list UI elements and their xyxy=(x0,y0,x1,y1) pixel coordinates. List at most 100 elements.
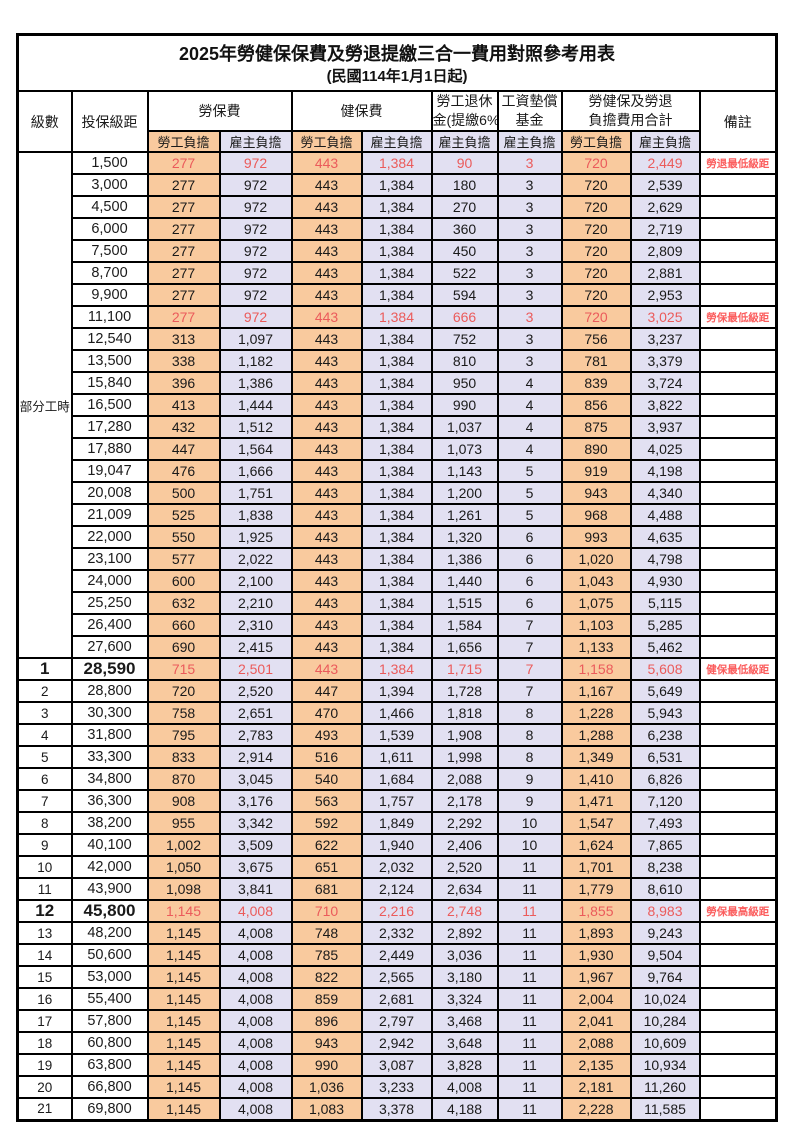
cell-total-er: 5,649 xyxy=(629,679,701,703)
cell-note xyxy=(698,459,778,483)
cell-health-er: 1,466 xyxy=(360,701,433,725)
cell-health-er: 1,539 xyxy=(360,723,433,747)
cell-total-er: 4,198 xyxy=(629,459,701,483)
cell-note xyxy=(698,393,778,417)
table-row: 8 38,200 955 3,342 592 1,849 2,292 10 1,547 7,493 xyxy=(16,811,778,835)
cell-health-emp: 443 xyxy=(290,591,363,615)
cell-note: 健保最低級距 xyxy=(698,657,778,681)
cell-note xyxy=(698,327,778,351)
cell-total-er: 2,449 xyxy=(629,151,701,175)
cell-fund-er: 3 xyxy=(496,327,563,351)
cell-health-emp: 443 xyxy=(290,525,363,549)
cell-health-emp: 1,036 xyxy=(290,1075,363,1099)
cell-fund-er: 6 xyxy=(496,547,563,571)
cell-labor-er: 1,838 xyxy=(218,503,293,527)
cell-health-er: 1,384 xyxy=(360,371,433,395)
table-row: 10 42,000 1,050 3,675 651 2,032 2,520 11 1,701 8,… xyxy=(16,855,778,879)
table-row: 15,840 396 1,386 443 1,384 950 4 839 3,724 xyxy=(18,371,778,395)
cell-labor-er: 3,675 xyxy=(218,855,293,879)
cell-labor-emp: 1,145 xyxy=(146,899,221,923)
cell-health-er: 3,087 xyxy=(360,1053,433,1077)
cell-bracket: 34,800 xyxy=(70,767,149,791)
cell-health-er: 1,384 xyxy=(360,613,433,637)
premium-reference-sheet: 2025年勞健保保費及勞退提繳三合一費用對照參考用表 (民國114年1月1日起)… xyxy=(16,33,779,1122)
cell-pension-er: 2,178 xyxy=(430,789,499,813)
cell-fund-er: 10 xyxy=(496,833,563,857)
cell-health-emp: 470 xyxy=(290,701,363,725)
data-rows: 部分工時 1,500 277 972 443 1,384 90 3 720 2,449 勞退最低級距… xyxy=(16,151,778,1121)
page-subtitle: (民國114年1月1日起) xyxy=(326,67,468,85)
cell-pension-er: 90 xyxy=(430,151,499,175)
cell-bracket: 24,000 xyxy=(70,569,149,593)
cell-note xyxy=(698,569,778,593)
cell-total-emp: 720 xyxy=(560,195,632,219)
cell-bracket: 66,800 xyxy=(70,1075,149,1099)
cell-bracket: 36,300 xyxy=(70,789,149,813)
cell-health-er: 1,384 xyxy=(360,261,433,285)
cell-bracket: 15,840 xyxy=(70,371,149,395)
cell-bracket: 31,800 xyxy=(70,723,149,747)
cell-total-emp: 1,103 xyxy=(560,613,632,637)
cell-total-er: 3,822 xyxy=(629,393,701,417)
col-header-level: 級數 xyxy=(16,90,73,153)
cell-total-emp: 720 xyxy=(560,261,632,285)
cell-health-emp: 822 xyxy=(290,965,363,989)
cell-labor-er: 972 xyxy=(218,239,293,263)
cell-labor-emp: 476 xyxy=(146,459,221,483)
cell-labor-er: 1,512 xyxy=(218,415,293,439)
cell-pension-er: 522 xyxy=(430,261,499,285)
cell-bracket: 69,800 xyxy=(70,1097,149,1121)
cell-health-emp: 443 xyxy=(290,371,363,395)
cell-total-er: 10,934 xyxy=(629,1053,701,1077)
cell-note xyxy=(698,833,778,857)
cell-bracket: 27,600 xyxy=(70,635,149,659)
cell-total-er: 2,881 xyxy=(629,261,701,285)
cell-health-er: 1,384 xyxy=(360,525,433,549)
cell-bracket: 60,800 xyxy=(70,1031,149,1055)
cell-health-emp: 443 xyxy=(290,635,363,659)
cell-total-er: 2,629 xyxy=(629,195,701,219)
cell-health-emp: 710 xyxy=(290,899,363,923)
cell-health-emp: 443 xyxy=(290,327,363,351)
cell-total-emp: 839 xyxy=(560,371,632,395)
cell-labor-er: 972 xyxy=(218,151,293,175)
cell-note xyxy=(698,283,778,307)
cell-health-er: 2,124 xyxy=(360,877,433,901)
cell-level: 13 xyxy=(16,921,73,945)
cell-health-er: 3,378 xyxy=(360,1097,433,1121)
cell-total-er: 8,983 xyxy=(629,899,701,923)
cell-labor-er: 3,841 xyxy=(218,877,293,901)
cell-total-emp: 1,855 xyxy=(560,899,632,923)
cell-labor-er: 4,008 xyxy=(218,965,293,989)
cell-total-emp: 720 xyxy=(560,217,632,241)
cell-labor-emp: 715 xyxy=(146,657,221,681)
cell-note xyxy=(698,987,778,1011)
subheader-fund-employer: 雇主負擔 xyxy=(496,130,563,153)
cell-note xyxy=(698,965,778,989)
col-header-labor-insurance: 勞保費 xyxy=(146,90,293,132)
cell-labor-emp: 908 xyxy=(146,789,221,813)
cell-total-emp: 2,041 xyxy=(560,1009,632,1033)
cell-total-emp: 2,004 xyxy=(560,987,632,1011)
cell-total-er: 5,943 xyxy=(629,701,701,725)
table-row: 21 69,800 1,145 4,008 1,083 3,378 4,188 11 2,228… xyxy=(16,1097,778,1121)
cell-level: 14 xyxy=(16,943,73,967)
cell-total-er: 3,237 xyxy=(629,327,701,351)
cell-bracket: 17,880 xyxy=(70,437,149,461)
cell-pension-er: 360 xyxy=(430,217,499,241)
cell-total-er: 4,340 xyxy=(629,481,701,505)
cell-pension-er: 2,634 xyxy=(430,877,499,901)
cell-fund-er: 11 xyxy=(496,921,563,945)
cell-note xyxy=(698,195,778,219)
cell-total-emp: 1,133 xyxy=(560,635,632,659)
cell-health-emp: 443 xyxy=(290,459,363,483)
cell-total-er: 5,462 xyxy=(629,635,701,659)
cell-pension-er: 950 xyxy=(430,371,499,395)
cell-note xyxy=(698,1075,778,1099)
table-row: 11 43,900 1,098 3,841 681 2,124 2,634 11 1,779 8,… xyxy=(16,877,778,901)
cell-fund-er: 11 xyxy=(496,1097,563,1121)
cell-health-er: 1,384 xyxy=(360,239,433,263)
cell-fund-er: 5 xyxy=(496,459,563,483)
cell-pension-er: 4,008 xyxy=(430,1075,499,1099)
cell-total-emp: 720 xyxy=(560,239,632,263)
